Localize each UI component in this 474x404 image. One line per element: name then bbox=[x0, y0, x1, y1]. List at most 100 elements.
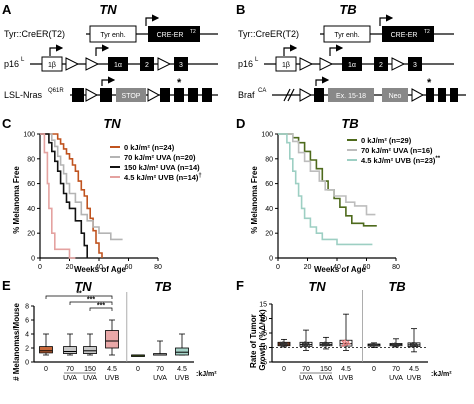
panel-c-ytick-label: 40 bbox=[27, 206, 35, 213]
panel-b-ex-label: Ex. 15-18 bbox=[336, 93, 366, 100]
panel-f-point bbox=[344, 341, 348, 344]
panel-a-letter: A bbox=[2, 2, 12, 17]
panel-b-neo-label: Neo bbox=[389, 93, 402, 100]
panel-d-ytick-label: 40 bbox=[265, 206, 273, 213]
panel-f-source-label: UVA bbox=[389, 375, 403, 382]
panel-c-legend-entry: 150 kJ/m² UVA (n=14) bbox=[124, 163, 200, 172]
panel-f-group-tb: TB bbox=[388, 279, 405, 294]
panel-e-dose-label: 0 bbox=[44, 366, 48, 373]
panel-e-sig-label: *** bbox=[87, 297, 95, 304]
panel-d-title: TB bbox=[341, 116, 358, 131]
panel-f-point bbox=[343, 339, 346, 342]
panel-c-xtick-label: 20 bbox=[66, 264, 74, 271]
panel-f-ylabel-line1: Rate of Tumor bbox=[249, 314, 258, 368]
panel-e-ytick-label: 4 bbox=[25, 332, 29, 339]
panel-c-series-3 bbox=[40, 133, 76, 259]
panel-c-letter: C bbox=[2, 116, 12, 131]
panel-c-xtick-label: 40 bbox=[95, 264, 103, 271]
panel-c-ytick-label: 20 bbox=[27, 231, 35, 238]
panel-d-ytick-label: 100 bbox=[261, 132, 273, 139]
panel-d-ytick-label: 0 bbox=[269, 256, 273, 263]
panel-c-title: TN bbox=[103, 116, 121, 131]
panel-e-sig-label: *** bbox=[97, 303, 105, 310]
panel-c-series-1 bbox=[40, 133, 123, 241]
panel-f-point bbox=[279, 341, 282, 344]
panel-e-sig-label: ** bbox=[76, 291, 82, 298]
panel-f-source-label: UVB bbox=[407, 375, 422, 382]
panel-c-xtick-label: 60 bbox=[125, 264, 133, 271]
panel-d-xlabel: Weeks of Age bbox=[314, 265, 367, 274]
panel-f-point bbox=[343, 343, 346, 347]
panel-a-exon-1b-label: 1β bbox=[48, 62, 56, 69]
panel-e-group-tb: TB bbox=[154, 279, 171, 294]
panel-c-ytick-label: 100 bbox=[23, 132, 35, 139]
panel-b-letter: B bbox=[236, 2, 245, 17]
panel-e-ytick-label: 2 bbox=[25, 346, 29, 353]
panel-f-dose-label: 150 bbox=[320, 366, 332, 373]
panel-d-series-1 bbox=[278, 133, 376, 216]
panel-f-group-tn: TN bbox=[308, 279, 326, 294]
panel-b: B TB Tyr::CreER(T2) Tyr enh. CRE-ER T2 p… bbox=[236, 2, 466, 102]
panel-b-tyr-enh-label: Tyr enh. bbox=[334, 32, 359, 39]
panel-e-box bbox=[105, 330, 119, 349]
panel-f-source-label: UVB bbox=[339, 375, 354, 382]
panel-a-exon-2 bbox=[140, 57, 154, 71]
panel-f-dose-label: 4.5 bbox=[341, 366, 351, 373]
panel-e-sig-bracket bbox=[89, 307, 113, 311]
panel-e-dose-label: 70 bbox=[156, 366, 164, 373]
panel-a-gene2-sup: L bbox=[21, 57, 25, 63]
panel-c-xtick-label: 80 bbox=[154, 264, 162, 271]
panel-f-point bbox=[327, 342, 330, 345]
panel-f-point bbox=[348, 342, 351, 345]
panel-c-legend-entry: 0 kJ/m² (n=24) bbox=[124, 143, 175, 152]
panel-f-ylabel: Rate of Tumor Growth (%Δ/wk) bbox=[249, 309, 267, 371]
panel-d-ytick-label: 80 bbox=[265, 156, 273, 163]
panel-b-exon-1a-label: 1α bbox=[348, 62, 356, 69]
panel-f-letter: F bbox=[236, 278, 244, 293]
panel-d-xtick-label: 20 bbox=[304, 264, 312, 271]
panel-e-box bbox=[63, 346, 77, 355]
panel-a-exon-1a bbox=[108, 57, 128, 71]
panel-f-point bbox=[285, 342, 288, 345]
panel-c-series-0 bbox=[40, 133, 103, 258]
panel-c-ylabel: % Melanoma Free bbox=[12, 166, 21, 234]
panel-f-point bbox=[409, 342, 412, 345]
panel-f-dose-label: 70 bbox=[302, 366, 310, 373]
panel-f-point bbox=[321, 342, 324, 345]
panel-a-exon-1a-label: 1α bbox=[114, 62, 122, 69]
panel-e-dose-label: 150 bbox=[84, 366, 96, 373]
panel-f-point bbox=[411, 341, 414, 345]
panel-f-point bbox=[323, 341, 326, 344]
panel-e-dose-label: 4.5 bbox=[107, 366, 117, 373]
panel-f-point bbox=[409, 345, 412, 348]
panel-a-stop-box bbox=[116, 88, 146, 102]
panel-a-mutation-mark: * bbox=[177, 77, 182, 89]
panel-a-stop-label: STOP bbox=[122, 93, 141, 100]
panel-d-series-2 bbox=[278, 133, 373, 246]
panel-a-cre-label: CRE-ER bbox=[157, 32, 184, 39]
panel-a-cre-box bbox=[148, 26, 200, 42]
panel-a-tyr-enh-box bbox=[89, 25, 137, 43]
panel-f: F TN TB Rate of Tumor Growth (%Δ/wk) :kJ… bbox=[236, 278, 452, 382]
panel-f-point bbox=[375, 343, 378, 346]
panel-f-dose-label: 0 bbox=[372, 366, 376, 373]
panel-a: A TN Tyr::CreER(T2) Tyr enh. CRE-ER T2 p… bbox=[2, 2, 218, 102]
panel-f-ytick-label: 5 bbox=[263, 331, 267, 338]
panel-c: C TN % Melanoma Free Weeks of Age 0 20 40 6… bbox=[2, 116, 202, 274]
panel-c-series-2 bbox=[40, 133, 88, 258]
panel-b-exon-2-label: 2 bbox=[379, 62, 383, 69]
panel-b-title: TB bbox=[339, 2, 356, 17]
panel-f-point bbox=[342, 342, 345, 345]
panel-e-sig-bracket bbox=[69, 301, 113, 305]
panel-f-ytick-label: 15 bbox=[259, 302, 267, 309]
panel-a-gene1-label: Tyr::CreER(T2) bbox=[4, 29, 65, 39]
panel-f-ylabel-line2: Growth (%Δ/wk) bbox=[258, 309, 267, 371]
panel-e-ytick-label: 8 bbox=[25, 304, 29, 311]
panel-d-xtick-label: 0 bbox=[276, 264, 280, 271]
panel-c-legend-entry: 4.5 kJ/m² UVB (n=14)† bbox=[124, 173, 202, 182]
panel-b-cre-sup: T2 bbox=[424, 29, 430, 35]
panel-d-legend-entry: 70 kJ/m² UVA (n=16) bbox=[361, 146, 433, 155]
panel-f-point bbox=[346, 343, 349, 346]
panel-f-point bbox=[371, 343, 374, 346]
